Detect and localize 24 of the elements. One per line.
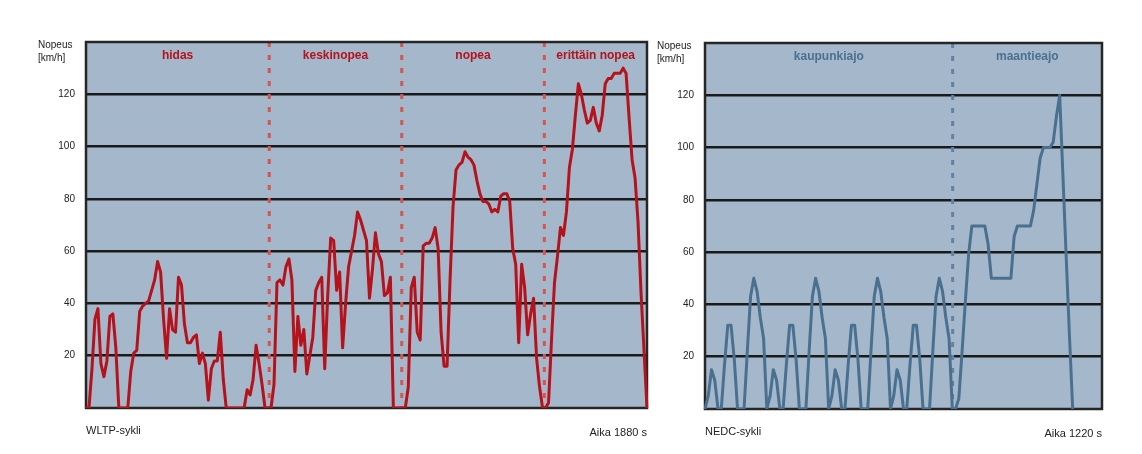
y-tick-label: 60 xyxy=(63,244,76,256)
y-tick-label: 120 xyxy=(58,88,76,100)
y-tick-label: 80 xyxy=(63,192,76,204)
y-tick-label: 20 xyxy=(682,350,695,362)
y-tick-label: 80 xyxy=(682,193,695,205)
x-axis-title: Aika 1880 s xyxy=(589,426,648,438)
annotation: kaupunkiajo xyxy=(793,49,864,63)
x-axis-title: Aika 1220 s xyxy=(1044,427,1103,439)
y-tick-label: 40 xyxy=(63,297,76,309)
annotation: hidas xyxy=(161,48,194,62)
y-tick-label: 20 xyxy=(63,349,76,361)
annotation: erittäin nopea xyxy=(556,48,636,62)
y-tick-label: 40 xyxy=(682,298,695,310)
text: WLTP-sykli xyxy=(86,424,141,436)
annotation: maantieajo xyxy=(995,49,1059,63)
y-tick-label: 60 xyxy=(682,245,695,257)
annotation: nopea xyxy=(455,48,492,62)
y-tick-label: 100 xyxy=(677,141,695,153)
y-axis-title: Nopeus [km/h] xyxy=(657,40,692,64)
text: NEDC-sykli xyxy=(705,425,762,437)
y-tick-label: 120 xyxy=(677,89,695,101)
y-tick-label: 100 xyxy=(58,140,76,152)
annotation: keskinopea xyxy=(302,48,369,62)
y-axis-title: Nopeus [km/h] xyxy=(38,39,73,63)
